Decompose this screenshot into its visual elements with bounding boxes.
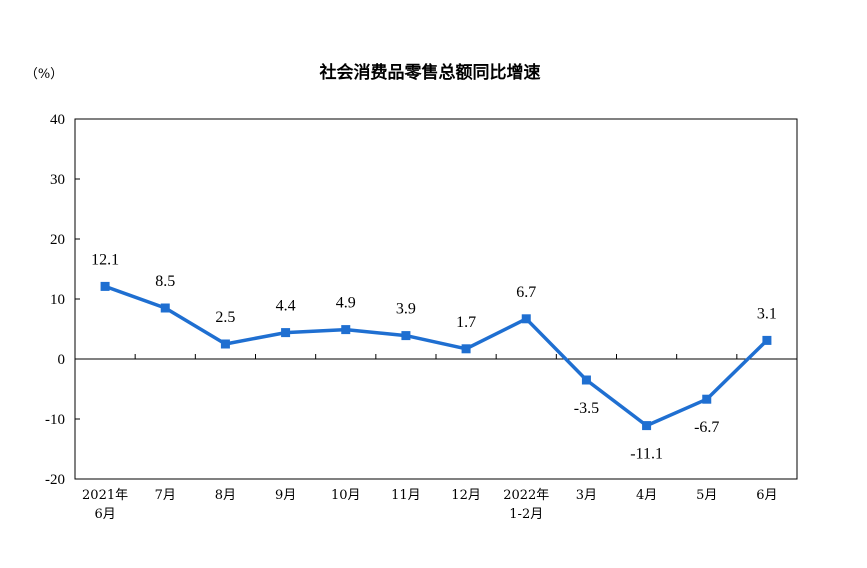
data-point-marker: [581, 375, 591, 385]
data-label: 4.4: [276, 298, 296, 315]
data-label: 12.1: [91, 251, 119, 268]
data-label: 3.9: [396, 301, 416, 318]
x-tick-label: 4月: [636, 488, 657, 503]
data-labels: 12.1 8.5 2.5 4.4 4.9 3.9 1.7 6.7 -3.5 -11.1 -6.7 3.…: [91, 251, 777, 462]
data-point-marker: [521, 314, 531, 324]
series-polyline: [104, 284, 769, 428]
y-tick-label: 0: [58, 352, 66, 368]
x-axis: 2021年 6月 7月 8月 9月 10月 11月 12月 2022年 1-2月 3月 4月 5月 6月: [82, 354, 778, 522]
data-point-marker: [642, 421, 652, 431]
data-label: -3.5: [574, 400, 599, 417]
y-tick-label: -20: [45, 472, 65, 488]
series-line: [100, 281, 772, 431]
chart-title: 社会消费品零售总额同比增速: [319, 62, 541, 83]
y-tick-label: -10: [45, 412, 65, 428]
data-label: 8.5: [155, 273, 175, 290]
data-point-marker: [100, 281, 110, 291]
data-point-marker: [341, 325, 351, 335]
data-label: -6.7: [694, 419, 719, 436]
data-point-marker: [401, 331, 411, 341]
x-tick-label: 2022年: [503, 488, 549, 503]
x-tick-label: 10月: [331, 488, 361, 503]
plot-frame: [74, 118, 798, 480]
x-tick-label: 6月: [94, 507, 115, 522]
x-tick-label: 9月: [275, 488, 296, 503]
y-tick-label: 40: [50, 112, 65, 128]
data-point-marker: [461, 344, 471, 354]
y-axis: 40 30 20 10 0 -10 -20: [45, 112, 80, 488]
data-label: -11.1: [630, 446, 663, 463]
data-label: 1.7: [456, 314, 476, 331]
data-label: 6.7: [516, 284, 536, 301]
x-tick-label: 5月: [696, 488, 717, 503]
x-tick-label: 8月: [215, 488, 236, 503]
data-label: 4.9: [336, 295, 356, 312]
x-tick-label: 6月: [756, 488, 777, 503]
data-point-marker: [281, 328, 291, 338]
x-tick-label: 12月: [451, 488, 481, 503]
x-tick-label: 3月: [576, 488, 597, 503]
y-tick-label: 10: [50, 292, 65, 308]
x-tick-label: 11月: [391, 488, 421, 503]
y-unit-label: （%）: [25, 67, 63, 82]
data-point-marker: [762, 335, 772, 345]
data-point-marker: [702, 394, 712, 404]
x-tick-label: 2021年: [82, 488, 128, 503]
x-tick-label: 7月: [155, 488, 176, 503]
y-tick-label: 30: [50, 172, 65, 188]
data-point-marker: [160, 303, 170, 313]
x-tick-label: 1-2月: [509, 507, 543, 522]
y-tick-label: 20: [50, 232, 65, 248]
data-label: 3.1: [757, 305, 777, 322]
data-point-marker: [220, 339, 230, 349]
data-label: 2.5: [215, 309, 235, 326]
